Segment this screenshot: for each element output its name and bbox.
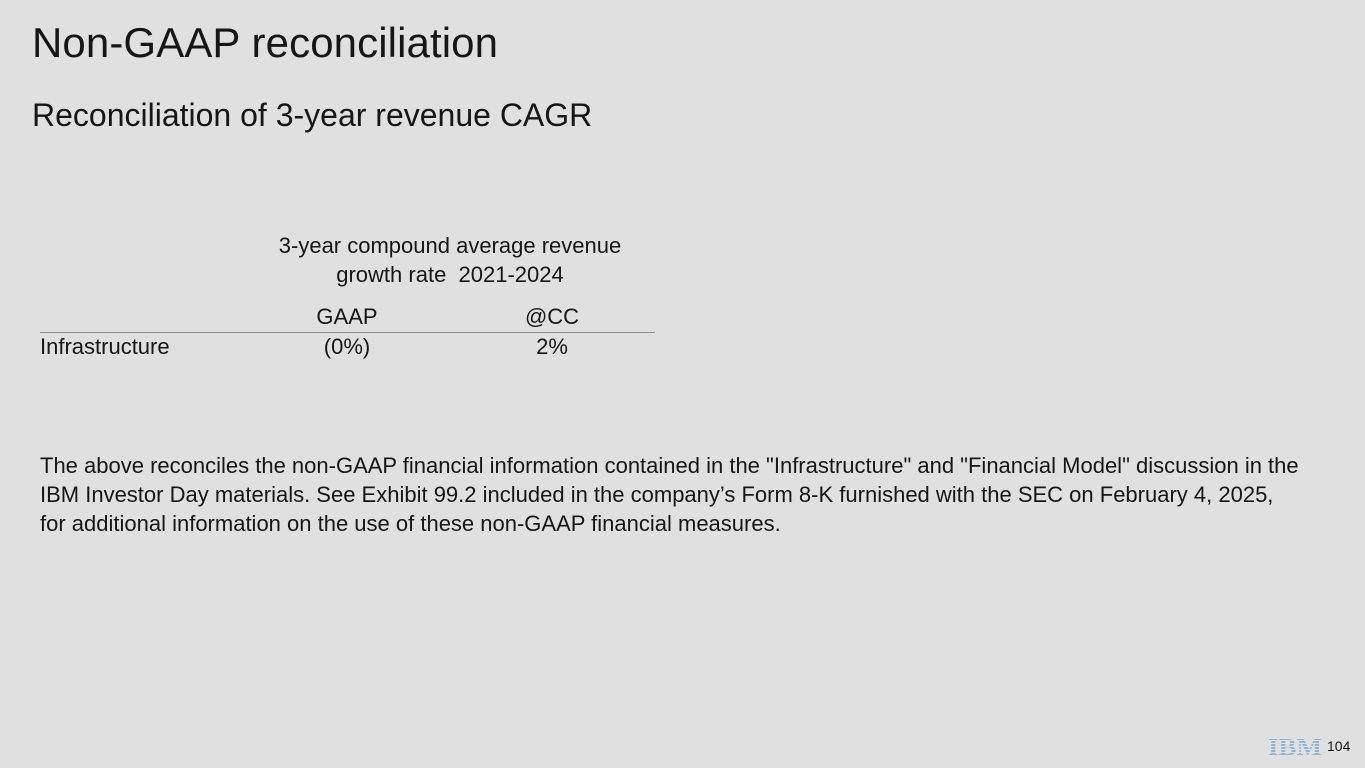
page-number: 104 — [1327, 738, 1351, 754]
table-header-divider — [40, 332, 655, 333]
column-header-gaap: GAAP — [316, 304, 378, 329]
logo-text: IBM — [1268, 735, 1322, 757]
column-header-cc: @CC — [524, 304, 580, 329]
table-cell-gaap: (0%) — [323, 334, 371, 359]
reconciliation-note: The above reconciles the non-GAAP financ… — [40, 453, 1299, 536]
table-group-header-line-1: 3-year compound average revenue — [278, 233, 622, 258]
table-group-header: 3-year compound average revenue growth r… — [245, 231, 655, 289]
ibm-logo-icon: IBM — [1268, 735, 1322, 757]
page-title: Non-GAAP reconciliation — [32, 19, 499, 66]
table-cell-cc: 2% — [536, 334, 568, 359]
page-subtitle: Reconciliation of 3-year revenue CAGR — [32, 97, 593, 133]
table-group-header-line-2: growth rate 2021-2024 — [336, 262, 564, 287]
table-row-label: Infrastructure — [40, 334, 170, 359]
